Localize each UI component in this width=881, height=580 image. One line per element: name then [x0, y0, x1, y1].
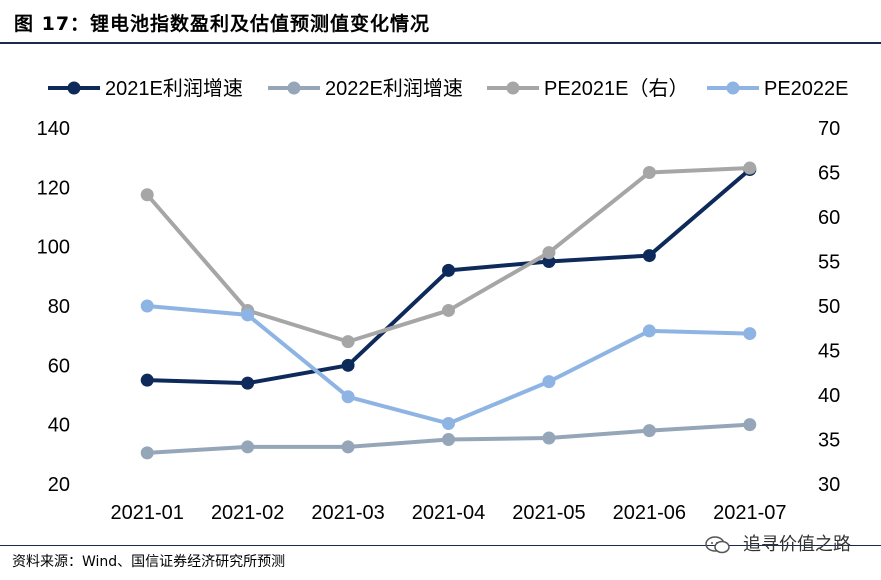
data-point: [542, 255, 556, 268]
x-axis-tick-label: 2021-04: [412, 502, 485, 524]
left-axis-tick-label: 60: [48, 355, 70, 377]
figure-title: 图 17：锂电池指数盈利及估值预测值变化情况: [14, 13, 431, 35]
x-axis-tick-label: 2021-07: [713, 502, 786, 524]
left-axis-tick-label: 20: [48, 474, 70, 496]
x-axis-tick-label: 2021-02: [211, 502, 284, 524]
right-axis-tick-label: 55: [818, 252, 840, 274]
left-axis-ticks: 20 40 60 80 100 120 140: [37, 118, 70, 496]
data-point: [442, 303, 455, 317]
data-point: [743, 418, 757, 432]
left-axis-tick-label: 40: [48, 415, 70, 437]
right-axis-tick-label: 45: [818, 341, 840, 363]
title-bar: 图 17：锂电池指数盈利及估值预测值变化情况: [0, 0, 881, 44]
data-point: [140, 299, 154, 313]
title-divider: [0, 42, 881, 44]
left-axis-tick-label: 80: [48, 296, 70, 318]
data-point: [341, 440, 355, 454]
legend-label: 2021E利润增速: [105, 77, 243, 100]
data-point: [341, 335, 355, 349]
data-point: [642, 324, 656, 338]
left-axis-tick-label: 120: [37, 177, 70, 199]
line-chart: 2021E利润增速 2022E利润增速 PE2021E（右） PE2022E 20 40…: [37, 77, 849, 524]
data-point: [341, 358, 355, 372]
right-axis-tick-label: 30: [818, 474, 840, 496]
data-point: [241, 440, 255, 454]
data-point: [341, 390, 355, 404]
data-point: [542, 246, 556, 260]
legend-label: PE2021E（右）: [544, 77, 689, 100]
legend-label: 2022E利润增速: [325, 77, 463, 100]
data-point: [241, 376, 255, 390]
right-axis-tick-label: 40: [818, 385, 840, 407]
chart-series: [140, 161, 757, 460]
source-note: 资料来源：Wind、国信证券经济研究所预测: [12, 554, 286, 570]
legend-marker: [726, 81, 740, 95]
footer-divider: [0, 545, 881, 546]
data-point: [743, 161, 757, 175]
watermark-text: 追寻价值之路: [743, 534, 851, 555]
series-3: [140, 161, 757, 349]
series-2: [140, 418, 757, 460]
wechat-icon: [705, 536, 731, 554]
series-1: [140, 163, 757, 390]
data-point: [442, 263, 455, 277]
series-line: [147, 304, 750, 426]
data-point: [140, 188, 154, 202]
data-point: [140, 373, 154, 387]
right-axis-tick-label: 70: [818, 118, 840, 140]
x-axis-tick-label: 2021-01: [111, 502, 184, 524]
watermark: 追寻价值之路: [705, 530, 851, 556]
right-axis-tick-label: 50: [818, 296, 840, 318]
legend-marker: [287, 81, 301, 95]
data-point: [743, 327, 757, 341]
x-axis-tick-label: 2021-05: [512, 502, 585, 524]
legend-label: PE2022E: [764, 78, 849, 100]
legend-marker: [506, 81, 520, 95]
x-axis-tick-label: 2021-03: [311, 502, 384, 524]
right-axis-tick-label: 60: [818, 207, 840, 229]
x-axis-tick-label: 2021-06: [613, 502, 686, 524]
legend-marker: [67, 81, 81, 95]
data-point: [542, 375, 556, 389]
left-axis-tick-label: 100: [37, 237, 70, 259]
left-axis-tick-label: 140: [37, 118, 70, 140]
data-point: [442, 433, 455, 446]
data-point: [642, 166, 656, 179]
data-point: [140, 446, 154, 460]
data-point: [542, 431, 556, 445]
data-point: [241, 308, 255, 322]
right-axis-ticks: 30 35 40 45 50 55 60 65 70: [818, 118, 840, 496]
right-axis-tick-label: 35: [818, 430, 840, 452]
data-point: [442, 416, 455, 430]
x-axis-ticks: 2021-01 2021-02 2021-03 2021-04 2021-05 2021-…: [111, 502, 787, 524]
right-axis-tick-label: 65: [818, 163, 840, 185]
series-4: [140, 299, 757, 430]
data-point: [642, 249, 656, 263]
chart-legend: 2021E利润增速 2022E利润增速 PE2021E（右） PE2022E: [48, 77, 849, 100]
data-point: [642, 424, 656, 438]
